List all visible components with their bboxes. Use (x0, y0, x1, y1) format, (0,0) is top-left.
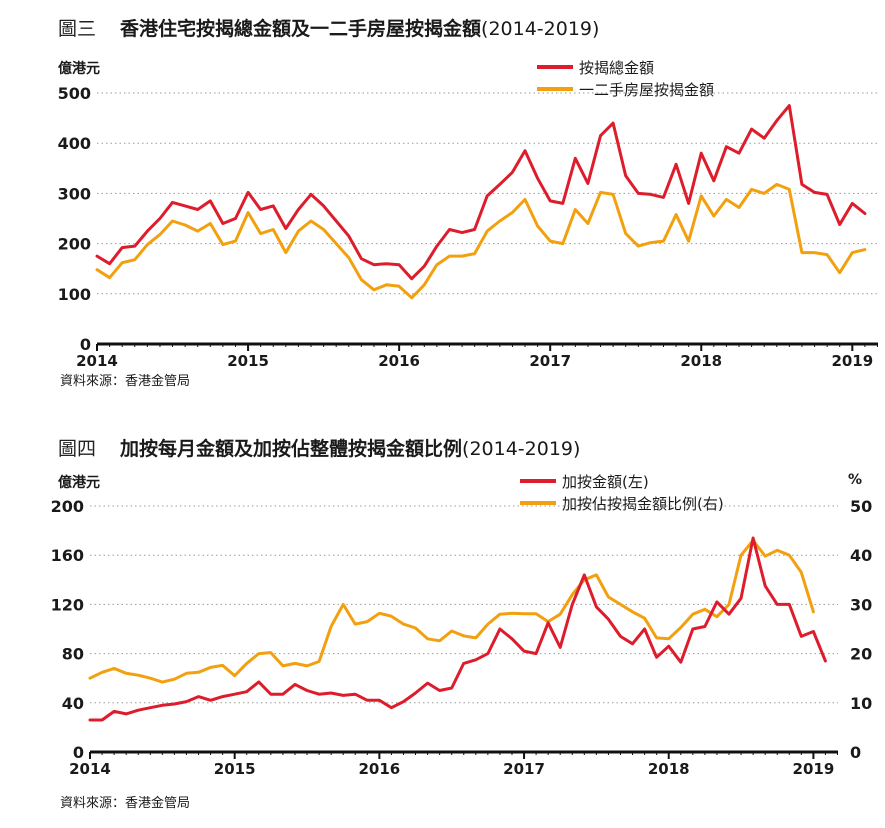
y-tick-label: 400 (58, 134, 91, 153)
x-tick-label: 2019 (831, 352, 873, 370)
x-tick-label: 2018 (648, 760, 690, 778)
chart-figure-4: 圖四 加按每月金額及加按佔整體按揭金額比例(2014-2019) 億港元 % 加按… (0, 420, 885, 828)
y-axis-unit-left: 億港元 (58, 475, 100, 491)
y-tick-label: 0 (80, 335, 91, 354)
x-tick-label: 2017 (503, 760, 545, 778)
x-tick-label: 2016 (378, 352, 420, 370)
y-tick-label: 120 (51, 595, 84, 614)
chart-title: 加按每月金額及加按佔整體按揭金額比例 (120, 438, 463, 460)
legend-item-ratio: 加按佔按揭金額比例(右) (520, 492, 724, 514)
legend-item-amount: 加按金額(左) (520, 470, 724, 492)
y-tick-label: 80 (62, 645, 84, 664)
chart-figure-3: 圖三 香港住宅按揭總金額及一二手房屋按揭金額(2014-2019) 億港元 按揭總… (0, 0, 885, 400)
legend-swatch-ratio (520, 501, 556, 505)
legend-label-ratio: 加按佔按揭金額比例(右) (562, 494, 724, 513)
chart-source: 資料來源：香港金管局 (60, 796, 191, 811)
y-tick-label-right: 30 (850, 595, 872, 614)
legend-swatch-amount (520, 479, 556, 483)
x-tick-label: 2015 (214, 760, 256, 778)
y-tick-label: 300 (58, 184, 91, 203)
chart-years: (2014-2019) (462, 438, 581, 460)
chart-plot-area: 0 100 200 300 400 500 2014 2015 2016 2017 2018 2019 (58, 84, 878, 370)
legend-item-total: 按揭總金額 (537, 56, 714, 78)
chart-source: 資料來源：香港金管局 (60, 374, 191, 389)
y-axis-unit: 億港元 (58, 61, 100, 77)
legend: 加按金額(左) 加按佔按揭金額比例(右) (520, 470, 724, 514)
y-tick-label: 40 (62, 694, 84, 713)
series-line-1 (95, 104, 867, 281)
legend-swatch-housing (537, 87, 573, 91)
y-tick-label: 100 (58, 285, 91, 304)
legend-swatch-total (537, 65, 573, 69)
y-tick-label-right: 50 (850, 497, 872, 516)
legend-item-housing: 一二手房屋按揭金額 (537, 78, 714, 100)
x-tick-label: 2014 (69, 760, 111, 778)
series-line-1 (88, 536, 827, 722)
x-tick-label: 2019 (793, 760, 835, 778)
chart-years: (2014-2019) (481, 18, 600, 40)
x-tick-label: 2017 (529, 352, 571, 370)
y-tick-label-right: 0 (850, 743, 861, 762)
x-tick-label: 2016 (358, 760, 400, 778)
legend-label-amount: 加按金額(左) (562, 472, 649, 491)
legend-label-housing: 一二手房屋按揭金額 (579, 80, 715, 99)
y-tick-label: 200 (51, 497, 84, 516)
series-line-2 (95, 182, 867, 300)
chart-title-row: 圖三 香港住宅按揭總金額及一二手房屋按揭金額(2014-2019) (58, 14, 599, 41)
figure-number: 圖三 (58, 18, 97, 40)
y-tick-label-right: 20 (850, 645, 872, 664)
figure-number: 圖四 (58, 438, 97, 460)
y-tick-label: 160 (51, 546, 84, 565)
y-tick-label-right: 40 (850, 546, 872, 565)
y-axis-unit-right: % (848, 472, 863, 488)
chart-title: 香港住宅按揭總金額及一二手房屋按揭金額 (120, 18, 482, 40)
x-tick-label: 2014 (76, 352, 118, 370)
series-line-2 (88, 538, 815, 684)
x-tick-label: 2015 (227, 352, 269, 370)
y-tick-label: 0 (73, 743, 84, 762)
chart-plot-area: 0 40 80 120 160 200 0 10 20 30 40 50 2014 2015 2016 201… (51, 497, 873, 778)
legend: 按揭總金額 一二手房屋按揭金額 (537, 56, 714, 100)
y-tick-label: 200 (58, 235, 91, 254)
legend-label-total: 按揭總金額 (579, 58, 655, 77)
y-tick-label: 500 (58, 84, 91, 103)
y-tick-label-right: 10 (850, 694, 872, 713)
x-tick-label: 2018 (680, 352, 722, 370)
chart-title-row: 圖四 加按每月金額及加按佔整體按揭金額比例(2014-2019) (58, 434, 580, 461)
